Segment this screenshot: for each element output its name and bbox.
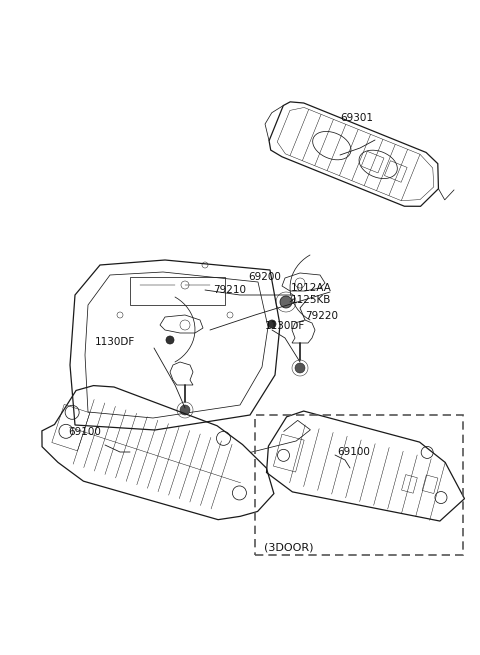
Circle shape — [180, 405, 190, 415]
Text: 1125KB: 1125KB — [291, 295, 331, 305]
Circle shape — [295, 363, 305, 373]
Text: 1130DF: 1130DF — [95, 337, 135, 347]
Text: 69200: 69200 — [248, 272, 281, 282]
Text: 1012AA: 1012AA — [291, 283, 332, 293]
Circle shape — [280, 296, 292, 308]
Circle shape — [268, 320, 276, 328]
Circle shape — [166, 336, 174, 344]
Text: 79210: 79210 — [213, 285, 246, 295]
Text: 79220: 79220 — [305, 311, 338, 321]
Text: (3DOOR): (3DOOR) — [264, 543, 313, 553]
Text: 69301: 69301 — [340, 113, 373, 123]
Text: 69100: 69100 — [68, 427, 101, 437]
Text: 69100: 69100 — [337, 447, 370, 457]
Text: 1130DF: 1130DF — [265, 321, 305, 331]
